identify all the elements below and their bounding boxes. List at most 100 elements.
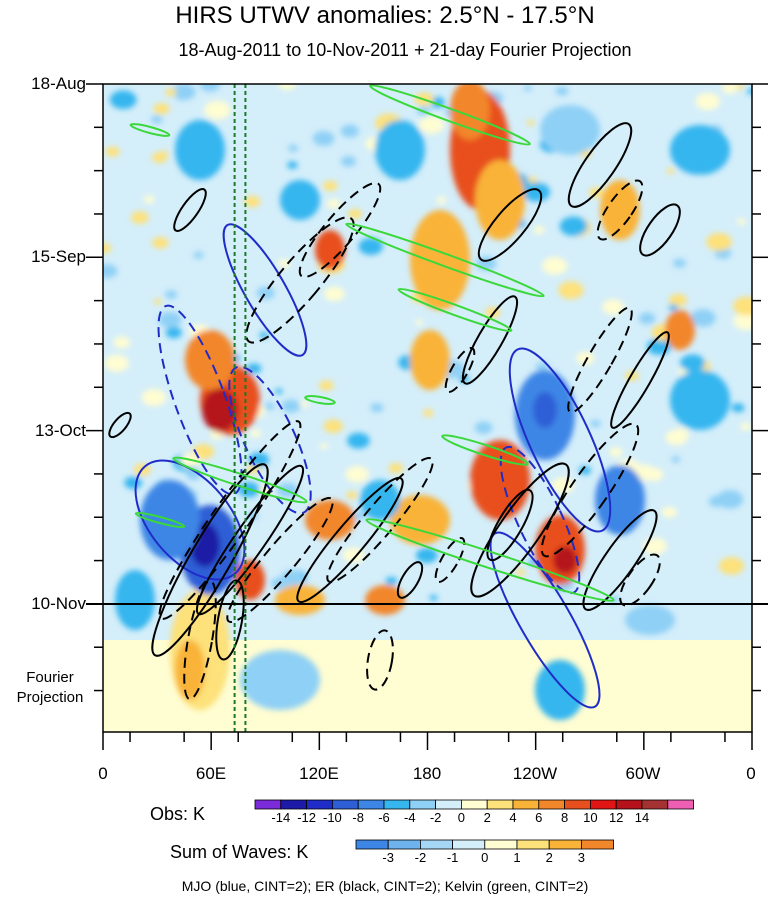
heatmap-cell	[105, 146, 120, 157]
heatmap-cell	[746, 88, 752, 95]
obs-colorbar-label: Obs: K	[150, 804, 206, 824]
colorbar-tick-label: -10	[322, 810, 342, 825]
colorbar-swatch	[516, 839, 550, 850]
heatmap-cell	[199, 84, 221, 92]
projection-label: Fourier Projection	[6, 668, 94, 708]
longitude-markers	[233, 84, 247, 732]
heatmap-cell	[388, 463, 404, 474]
heatmap-cell	[609, 447, 623, 457]
colorbar-tick-label: 2	[545, 850, 553, 865]
heatmap-cell	[415, 547, 438, 563]
colorbar-tick-label: 2	[483, 810, 491, 825]
heatmap-cell	[578, 465, 592, 475]
wave-contour	[434, 536, 466, 584]
wave-contour	[326, 456, 434, 584]
heatmap-cell	[319, 443, 329, 450]
heatmap-cell	[716, 490, 744, 509]
wave-contour	[345, 222, 545, 298]
wave-contour	[172, 456, 308, 504]
wave-contour	[296, 476, 404, 604]
wave-contour	[610, 331, 670, 429]
colorbar-swatch	[460, 799, 488, 810]
heatmap-cell	[470, 440, 530, 520]
heatmap-cell	[143, 195, 155, 204]
heatmap-cell	[523, 85, 532, 91]
wave-contour	[173, 188, 207, 232]
heatmap-cell	[353, 511, 366, 520]
wave-contour	[444, 346, 476, 394]
colorbar-swatch	[484, 839, 518, 850]
heatmap-cell	[277, 258, 291, 268]
heatmap-cell	[733, 312, 752, 331]
heatmap-cell	[103, 243, 112, 254]
wave-contour	[157, 304, 243, 496]
xtick-label: 60E	[195, 764, 227, 783]
colorbar-swatch	[486, 799, 514, 810]
colorbar-swatch	[667, 799, 694, 810]
colorbar-tick-label: 14	[634, 810, 650, 825]
wave-contour	[441, 434, 529, 466]
heatmap-cell	[326, 198, 341, 209]
colorbar-swatch	[641, 799, 669, 810]
heatmap-cell	[358, 237, 383, 255]
ytick-label: 15-Sep	[31, 247, 86, 266]
heatmap-cell	[340, 124, 359, 138]
heatmap-cell	[249, 429, 262, 438]
colorbar-swatch	[306, 799, 333, 810]
heatmap-cell	[346, 491, 358, 500]
wave-contour	[134, 511, 186, 529]
heatmap-cell	[474, 421, 493, 434]
colorbar-swatch	[452, 839, 486, 850]
colorbar-swatch	[590, 799, 617, 810]
heatmap-cell	[555, 86, 569, 96]
wave-contour	[540, 422, 640, 558]
chart-subtitle: 18-Aug-2011 to 10-Nov-2011 + 21-day Four…	[178, 40, 632, 60]
wave-contour	[508, 347, 612, 533]
heatmap-cell	[124, 476, 143, 490]
heatmap-cell	[668, 304, 679, 311]
colorbar-swatch	[581, 839, 615, 850]
colorbar-tick-label: 6	[535, 810, 543, 825]
colorbar-tick-label: -4	[404, 810, 416, 825]
chart-title: HIRS UTWV anomalies: 2.5°N - 17.5°N	[175, 2, 595, 29]
heatmap-cell	[103, 264, 118, 278]
heatmap-cell	[345, 466, 369, 483]
heatmap-cell	[175, 120, 225, 180]
wave-contour	[134, 459, 246, 581]
heatmap-cell	[600, 180, 640, 240]
heatmap-cell	[533, 392, 557, 428]
heatmap-cell	[151, 236, 169, 249]
colorbar-tick-label: 0	[457, 810, 465, 825]
obs-colorbar	[254, 799, 694, 810]
heatmap-cell	[171, 84, 196, 101]
colorbar-tick-label: -8	[352, 810, 364, 825]
heatmap-cell	[731, 403, 745, 413]
heatmap-cell	[590, 419, 601, 428]
colorbar-swatch	[564, 799, 591, 810]
wave-contour	[298, 182, 382, 278]
colorbar-swatch	[383, 799, 411, 810]
heatmap-cell	[264, 402, 276, 410]
heatmap-cell	[625, 605, 675, 635]
heatmap-cell	[281, 399, 301, 413]
wave-contour	[582, 509, 658, 611]
heatmap-cell	[165, 88, 177, 97]
heatmap-cell	[375, 120, 425, 180]
xtick-label: 180	[412, 764, 442, 783]
heatmap-cell	[141, 388, 167, 407]
colorbar-swatch	[538, 799, 565, 810]
heatmap-cell	[515, 568, 526, 576]
heatmap-cell	[415, 319, 424, 326]
colorbar-tick-label: 3	[577, 850, 585, 865]
heatmap-cell	[193, 251, 204, 259]
heatmap-cell	[318, 380, 334, 391]
heatmap-cell	[164, 290, 178, 299]
wave-contour	[567, 306, 633, 414]
heatmap-cell	[243, 195, 261, 208]
wave-contour	[567, 122, 633, 208]
wave-contour	[183, 579, 217, 701]
colorbar-swatch	[409, 799, 436, 810]
wave-contour	[477, 188, 543, 262]
colorbar-tick-label: 12	[608, 810, 624, 825]
heatmap-cell	[274, 388, 283, 395]
